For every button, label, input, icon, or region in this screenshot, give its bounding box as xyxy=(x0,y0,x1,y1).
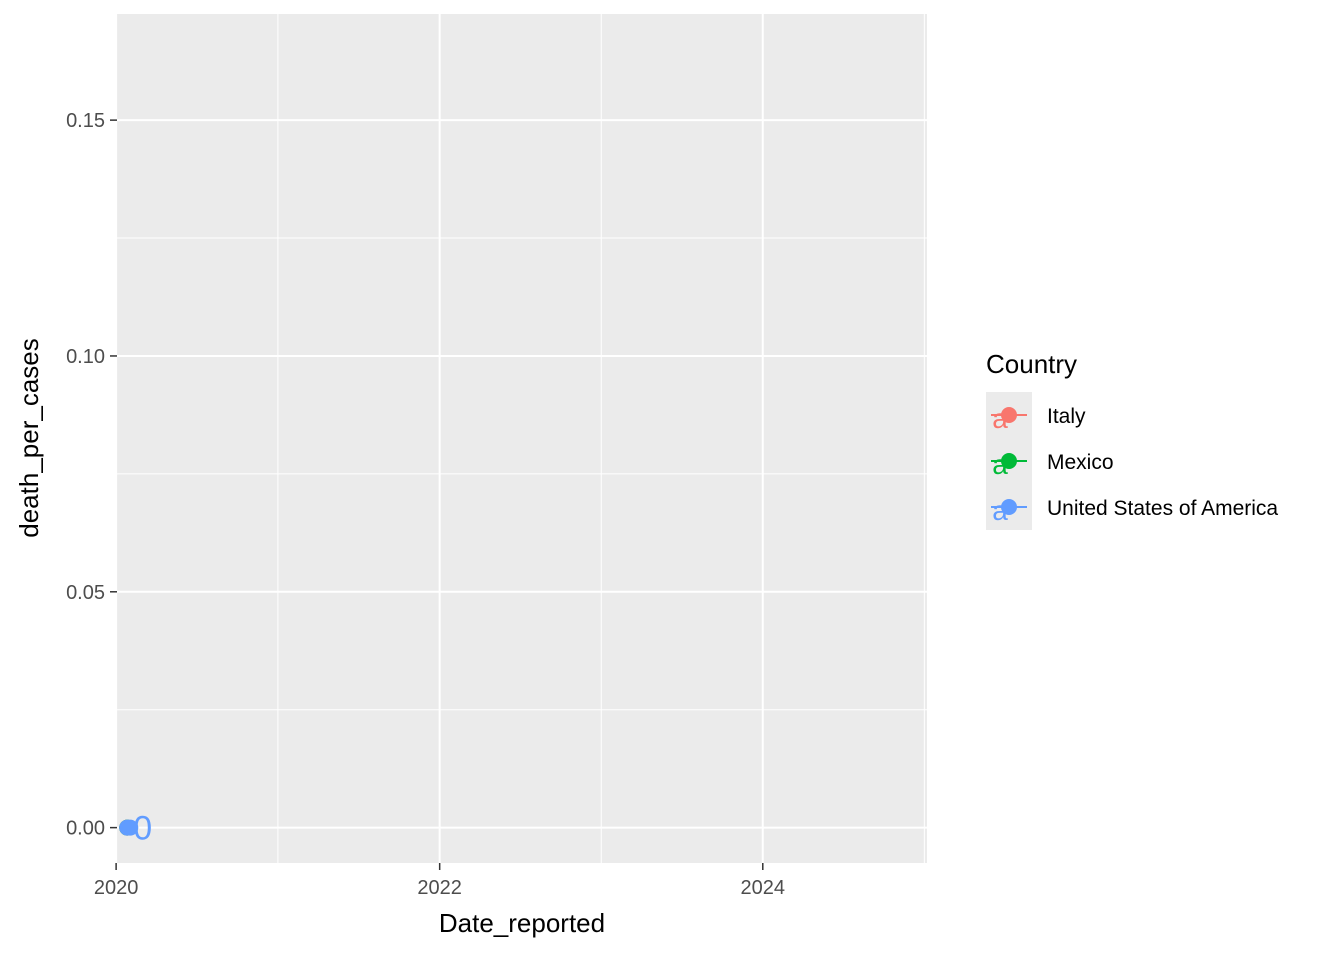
panel-background xyxy=(117,14,927,863)
y-axis: 0.00 0.05 0.10 0.15 xyxy=(66,110,117,840)
legend-key-point-italy xyxy=(1001,407,1017,423)
legend-key-text-glyph-italy: a xyxy=(992,403,1008,434)
legend-key-text-glyph-mexico: a xyxy=(992,449,1008,480)
point-united-states-of-america-1 xyxy=(122,819,139,836)
x-tick-label-2: 2024 xyxy=(741,877,786,899)
y-tick-label-1: 0.05 xyxy=(66,582,105,604)
data-marks: 0 xyxy=(119,810,152,848)
legend: Country a Italy a Mexico a United States of A… xyxy=(986,349,1278,530)
x-tick-label-1: 2022 xyxy=(417,877,462,899)
x-tick-label-0: 2020 xyxy=(94,877,139,899)
legend-title: Country xyxy=(986,349,1077,379)
x-axis: 2020 2022 2024 xyxy=(94,863,785,899)
legend-keys: a Italy a Mexico a United States of America xyxy=(986,392,1278,530)
grid-minor xyxy=(117,14,927,863)
legend-key-point-mexico xyxy=(1001,453,1017,469)
legend-key-point-united-states-of-america xyxy=(1001,499,1017,515)
legend-key-text-glyph-united-states-of-america: a xyxy=(992,495,1008,526)
y-axis-title: death_per_cases xyxy=(14,338,44,537)
y-tick-label-0: 0.00 xyxy=(66,818,105,840)
y-tick-label-3: 0.15 xyxy=(66,110,105,132)
legend-label-mexico: Mexico xyxy=(1047,451,1114,474)
y-tick-label-2: 0.10 xyxy=(66,346,105,368)
legend-label-italy: Italy xyxy=(1047,405,1086,428)
x-axis-title: Date_reported xyxy=(439,908,605,938)
legend-label-united-states-of-america: United States of America xyxy=(1047,497,1278,520)
text-label-united-states-of-america-0: 0 xyxy=(133,810,152,848)
grid-major xyxy=(115,14,927,863)
